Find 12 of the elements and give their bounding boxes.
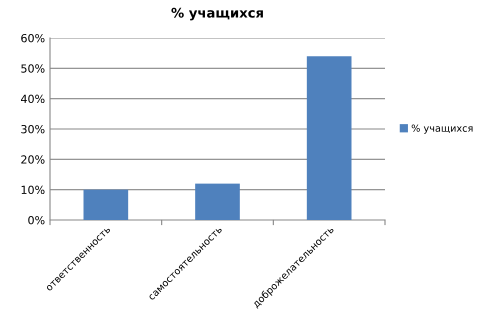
y-tick-label: 20% — [21, 155, 45, 164]
y-tick-label: 50% — [21, 64, 45, 73]
y-tick-label: 0% — [28, 216, 45, 224]
legend-label: % учащихся — [412, 124, 473, 134]
bar — [84, 190, 128, 220]
bar — [306, 56, 352, 220]
bar — [195, 184, 240, 220]
y-tick-label: 60% — [21, 34, 45, 42]
y-tick-label: 10% — [22, 186, 45, 194]
y-tick-label: 40% — [20, 94, 45, 104]
y-tick-label: 30% — [21, 124, 45, 134]
chart-title: % учащихся — [171, 8, 263, 20]
